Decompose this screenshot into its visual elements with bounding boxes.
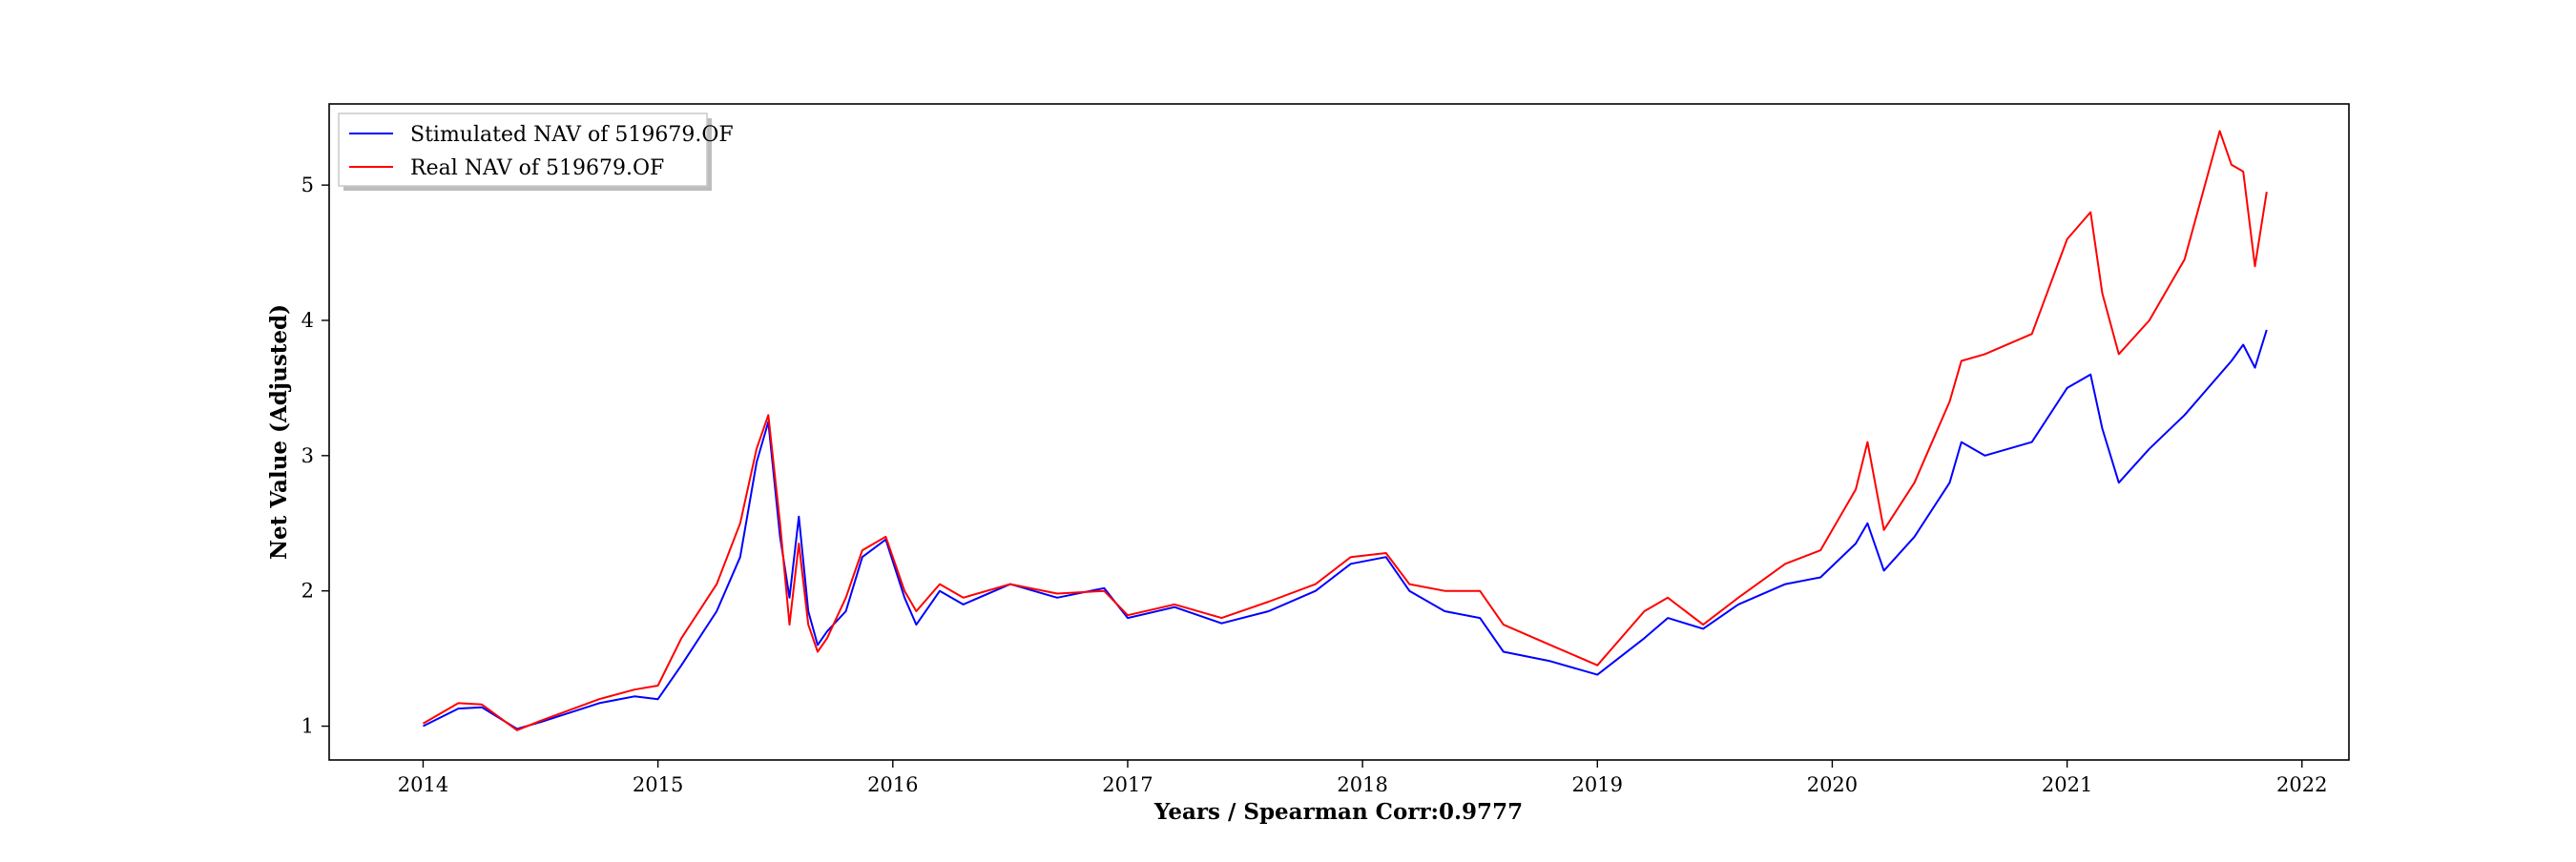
y-tick-label: 5 — [301, 174, 314, 196]
legend: Stimulated NAV of 519679.OF Real NAV of … — [338, 113, 734, 191]
legend-label-stimulated: Stimulated NAV of 519679.OF — [410, 123, 734, 147]
y-axis-label: Net Value (Adjusted) — [266, 304, 292, 560]
x-tick-label: 2014 — [398, 773, 448, 796]
x-tick-label: 2019 — [1572, 773, 1623, 796]
x-axis: 2014 2015 2016 2017 2018 2019 2020 2021 2022 — [398, 760, 2327, 796]
y-tick-label: 3 — [301, 444, 314, 467]
x-tick-label: 2020 — [1807, 773, 1858, 796]
x-tick-label: 2018 — [1337, 773, 1387, 796]
series-line-stimulated-nav — [423, 329, 2268, 730]
x-tick-label: 2016 — [867, 773, 918, 796]
plot-frame — [328, 103, 2350, 761]
y-tick-label: 2 — [301, 580, 314, 603]
legend-box — [338, 113, 708, 187]
x-tick-label: 2021 — [2042, 773, 2092, 796]
series-line-real-nav — [423, 130, 2268, 731]
x-tick-label: 2017 — [1102, 773, 1153, 796]
x-tick-label: 2015 — [633, 773, 683, 796]
y-axis: 1 2 3 4 5 — [301, 174, 329, 738]
x-tick-label: 2022 — [2276, 773, 2327, 796]
legend-label-real: Real NAV of 519679.OF — [410, 156, 664, 180]
x-axis-label: Years / Spearman Corr:0.9777 — [1153, 799, 1523, 825]
y-tick-label: 4 — [301, 309, 314, 332]
y-tick-label: 1 — [301, 715, 314, 738]
